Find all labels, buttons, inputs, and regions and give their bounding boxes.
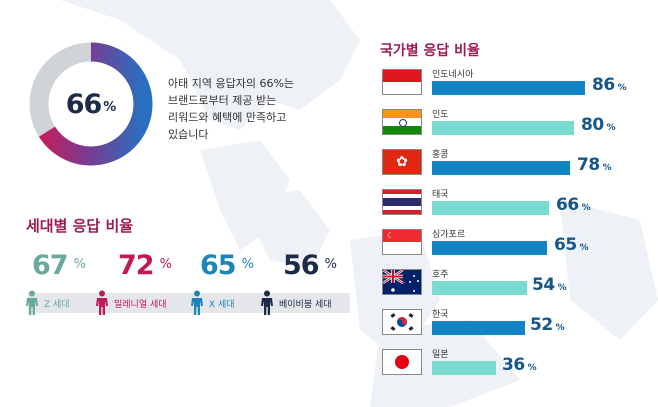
- country-value: 86%: [592, 75, 627, 95]
- country-name: 인도: [432, 110, 449, 120]
- unit: %: [602, 163, 612, 173]
- country-bar: [432, 241, 547, 255]
- australia-flag-graphic: [383, 270, 419, 292]
- country-row-australia: 호주 54%: [380, 269, 658, 309]
- country-value: 54%: [532, 275, 567, 295]
- label: 베이비붐 세대: [279, 299, 332, 310]
- label: 밀레니얼 세대: [114, 299, 167, 310]
- country-row-thailand: 태국 66%: [380, 189, 658, 229]
- summary-line: 브랜드로부터 제공 받는: [168, 94, 277, 107]
- country-value: 80%: [581, 115, 616, 135]
- person-icon: [261, 290, 273, 315]
- country-row-india: 인도 80%: [380, 109, 658, 149]
- donut-unit: %: [103, 99, 117, 115]
- country-name: 싱가포르: [432, 230, 466, 240]
- value: 65: [200, 250, 237, 281]
- india-flag-icon: [382, 109, 422, 135]
- singapore-flag-icon: ☾: [382, 229, 422, 255]
- country-row-indonesia: 인도네시아 86%: [380, 69, 658, 109]
- summary-text: 아태 지역 응답자의 66%는 브랜드로부터 제공 받는 리워드와 혜택에 만족…: [168, 75, 358, 143]
- country-title: 국가별 응답 비율: [380, 43, 480, 59]
- country-row-singapore: ☾ 싱가포르 65%: [380, 229, 658, 269]
- korea-flag-graphic: [390, 313, 414, 331]
- country-bar: [432, 281, 527, 295]
- australia-flag-icon: [382, 269, 422, 295]
- value: 86: [592, 75, 615, 95]
- gen-x-label: X 세대: [191, 289, 235, 317]
- country-name: 인도네시아: [432, 70, 474, 80]
- country-bar: [432, 321, 525, 335]
- unit: %: [527, 363, 537, 373]
- country-name: 호주: [432, 270, 449, 280]
- unit: %: [73, 257, 86, 272]
- unit: %: [606, 123, 616, 133]
- country-bar: [432, 161, 570, 175]
- person-icon: [96, 290, 108, 315]
- gen-millennial-label: 밀레니얼 세대: [96, 289, 167, 317]
- country-bar: [432, 361, 496, 375]
- unit: %: [324, 257, 337, 272]
- donut-center-value: 66%: [29, 42, 153, 166]
- value: 36: [502, 355, 525, 375]
- country-name: 홍콩: [432, 150, 449, 160]
- value: 78: [577, 155, 600, 175]
- generation-title: 세대별 응답 비율: [26, 217, 134, 235]
- unit: %: [579, 243, 589, 253]
- unit: %: [555, 323, 565, 333]
- unit: %: [241, 257, 254, 272]
- country-value: 66%: [556, 195, 591, 215]
- gen-z-value: 67%: [32, 250, 86, 281]
- country-value: 36%: [502, 355, 537, 375]
- value: 67: [32, 250, 69, 281]
- summary-line: 있습니다: [168, 128, 209, 141]
- country-bar: [432, 81, 585, 95]
- gen-boomer-value: 56%: [283, 250, 337, 281]
- value: 54: [532, 275, 555, 295]
- summary-line: 리워드와 혜택에 만족하고: [168, 111, 287, 124]
- country-value: 52%: [530, 315, 565, 335]
- value: 52: [530, 315, 553, 335]
- country-name: 태국: [432, 190, 449, 200]
- country-row-korea: 한국 52%: [380, 309, 658, 349]
- value: 56: [283, 250, 320, 281]
- unit: %: [159, 257, 172, 272]
- country-value: 78%: [577, 155, 612, 175]
- summary-line: 아태 지역 응답자의 66%는: [168, 77, 295, 90]
- country-name: 한국: [432, 310, 449, 320]
- value: 66: [556, 195, 579, 215]
- japan-flag-icon: [382, 349, 422, 375]
- donut-value: 66: [65, 88, 103, 120]
- person-icon: [26, 290, 38, 315]
- gen-x-value: 65%: [200, 250, 254, 281]
- gen-z-label: Z 세대: [26, 289, 70, 317]
- country-value: 65%: [554, 235, 589, 255]
- unit: %: [617, 83, 627, 93]
- person-icon: [191, 290, 203, 315]
- unit: %: [557, 283, 567, 293]
- value: 65: [554, 235, 577, 255]
- unit: %: [581, 203, 591, 213]
- thailand-flag-icon: [382, 189, 422, 215]
- satisfaction-donut-chart: [29, 42, 153, 166]
- country-bar: [432, 121, 574, 135]
- country-row-japan: 일본 36%: [380, 349, 658, 389]
- indonesia-flag-icon: [382, 69, 422, 95]
- value: 72: [118, 250, 155, 281]
- korea-flag-icon: [382, 309, 422, 335]
- gen-millennial-value: 72%: [118, 250, 172, 281]
- country-row-hong-kong: ✿ 홍콩 78%: [380, 149, 658, 189]
- country-bar: [432, 201, 549, 215]
- hong-kong-flag-icon: ✿: [382, 149, 422, 175]
- label: X 세대: [209, 299, 235, 310]
- value: 80: [581, 115, 604, 135]
- gen-boomer-label: 베이비붐 세대: [261, 289, 332, 317]
- label: Z 세대: [44, 299, 70, 310]
- country-name: 일본: [432, 350, 449, 360]
